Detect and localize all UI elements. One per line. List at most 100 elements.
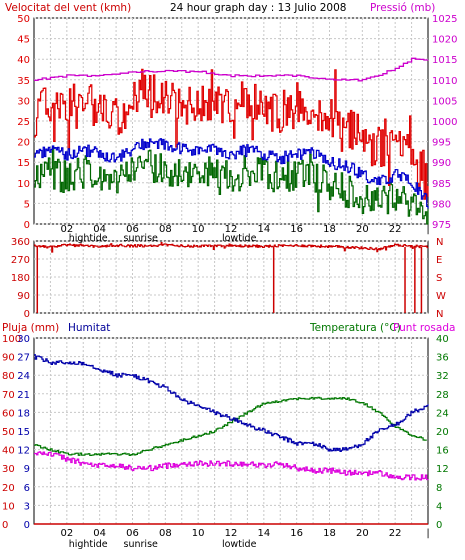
wind-speed-tick-label: 50	[17, 14, 30, 25]
event-marker-bottom: hightide	[69, 539, 108, 550]
event-marker-bottom: lowtide	[222, 539, 257, 550]
event-marker-top: hightide	[69, 233, 108, 244]
pressure-tick-label: 980	[432, 199, 451, 210]
end-tick-top: |	[426, 224, 429, 235]
temperature-tick-label: 36	[436, 353, 449, 364]
hour-tick-label-bottom: 04	[93, 528, 106, 539]
wind-speed-tick-label: 30	[17, 96, 30, 107]
series-line-humidity	[34, 354, 429, 452]
rain-tick-label: 0	[2, 520, 8, 531]
compass-tick-label: N	[436, 309, 443, 320]
temperature-tick-label: 20	[436, 427, 449, 438]
pressure-tick-label: 1005	[432, 96, 457, 107]
rain-axis-title: Pluja (mm)	[2, 322, 59, 334]
temperature-tick-label: 8	[436, 483, 442, 494]
rain-tick-label: 100	[2, 334, 21, 345]
direction-tick-label: 180	[11, 273, 30, 284]
temperature-tick-label: 0	[436, 520, 442, 531]
hour-tick-label-bottom: 10	[192, 528, 205, 539]
hour-tick-label-bottom: 08	[159, 528, 172, 539]
humidity-tick-label: 9	[24, 464, 30, 475]
chart-title: 24 hour graph day : 13 Julio 2008	[170, 2, 346, 14]
series-line-dewpoint	[34, 451, 429, 481]
compass-tick-label: W	[436, 291, 446, 302]
hour-tick-label-top: 18	[323, 224, 336, 235]
end-tick-bottom: |	[426, 528, 429, 539]
rain-tick-label: 10	[2, 501, 15, 512]
pressure-tick-label: 995	[432, 138, 451, 149]
temperature-tick-label: 16	[436, 446, 449, 457]
wind-speed-tick-label: 40	[17, 55, 30, 66]
wind-speed-tick-label: 25	[17, 117, 30, 128]
event-marker-top: lowtide	[222, 233, 257, 244]
hour-tick-label-bottom: 20	[356, 528, 369, 539]
wind-speed-tick-label: 45	[17, 35, 30, 46]
pressure-tick-label: 985	[432, 179, 451, 190]
humidity-tick-label: 18	[17, 408, 30, 419]
pressure-tick-label: 1010	[432, 76, 457, 87]
direction-tick-label: 90	[17, 291, 30, 302]
hour-tick-label-bottom: 12	[225, 528, 238, 539]
humidity-tick-label: 27	[17, 353, 30, 364]
wind-speed-tick-label: 15	[17, 158, 30, 169]
hour-tick-label-top: 10	[192, 224, 205, 235]
hour-tick-label-top: 04	[93, 224, 106, 235]
series-line-pressure	[34, 57, 429, 82]
rain-tick-label: 50	[2, 427, 15, 438]
temperature-tick-label: 24	[436, 408, 449, 419]
series-line-min-wind	[34, 146, 429, 225]
pressure-tick-label: 1025	[432, 14, 457, 25]
hour-tick-label-top: 14	[257, 224, 270, 235]
hour-tick-label-bottom: 02	[60, 528, 73, 539]
direction-tick-label: 0	[24, 309, 30, 320]
humidity-tick-label: 24	[17, 371, 30, 382]
rain-tick-label: 40	[2, 446, 15, 457]
temperature-tick-label: 12	[436, 464, 449, 475]
hour-tick-label-bottom: 16	[290, 528, 303, 539]
temperature-axis-title: Temperatura (°C)	[309, 322, 401, 334]
wind-speed-tick-label: 0	[24, 220, 30, 231]
hour-tick-label-bottom: 22	[389, 528, 402, 539]
wind-speed-tick-label: 5	[24, 199, 30, 210]
humidity-tick-label: 6	[24, 483, 30, 494]
direction-tick-label: 360	[11, 237, 30, 248]
hour-tick-label-top: 12	[225, 224, 238, 235]
pressure-tick-label: 975	[432, 220, 451, 231]
humidity-tick-label: 3	[24, 501, 30, 512]
temperature-tick-label: 40	[436, 334, 449, 345]
compass-tick-label: N	[436, 237, 443, 248]
hour-tick-label-bottom: 14	[257, 528, 270, 539]
rain-tick-label: 70	[2, 390, 15, 401]
rain-tick-label: 90	[2, 353, 15, 364]
event-marker-top: sunrise	[124, 233, 158, 244]
hour-tick-label-top: 02	[60, 224, 73, 235]
rain-tick-label: 20	[2, 483, 15, 494]
temperature-tick-label: 4	[436, 501, 442, 512]
series-line-gust	[34, 68, 429, 200]
humidity-tick-label: 15	[17, 427, 30, 438]
wind-speed-tick-label: 20	[17, 138, 30, 149]
pressure-tick-label: 1020	[432, 35, 457, 46]
pressure-axis-title: Pressió (mb)	[370, 2, 435, 14]
hour-tick-label-bottom: 06	[126, 528, 139, 539]
humidity-tick-label: 12	[17, 446, 30, 457]
dewpoint-axis-title: Punt rosada	[393, 322, 455, 334]
humidity-tick-label: 0	[24, 520, 30, 531]
hour-tick-label-bottom: 18	[323, 528, 336, 539]
rain-tick-label: 60	[2, 408, 15, 419]
hour-tick-label-top: 16	[290, 224, 303, 235]
direction-tick-label: 270	[11, 255, 30, 266]
humidity-tick-label: 21	[17, 390, 30, 401]
hour-tick-label-top: 22	[389, 224, 402, 235]
wind-speed-tick-label: 35	[17, 76, 30, 87]
humidity-axis-title: Humitat	[68, 322, 110, 334]
rain-tick-label: 30	[2, 464, 15, 475]
series-line-wind-direction	[34, 241, 429, 253]
series-line-avg-wind	[34, 138, 429, 209]
pressure-tick-label: 1000	[432, 117, 457, 128]
event-marker-bottom: sunrise	[124, 539, 158, 550]
compass-tick-label: E	[436, 255, 442, 266]
